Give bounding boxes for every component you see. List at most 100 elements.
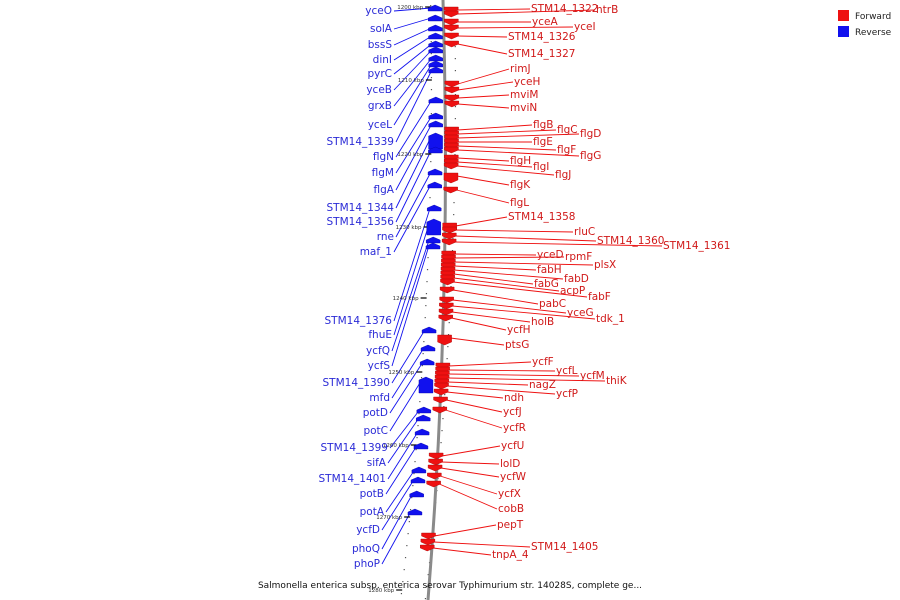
gene-label-flgA[interactable]: flgA <box>374 184 395 196</box>
gene-label-rne[interactable]: rne <box>377 231 394 243</box>
gene-label-ycfP[interactable]: ycfP <box>556 388 578 400</box>
gene-label-rimJ[interactable]: rimJ <box>510 63 531 75</box>
gene-label-ycfU[interactable]: ycfU <box>501 440 524 452</box>
feature-potB[interactable] <box>413 442 429 450</box>
gene-label-lolD[interactable]: lolD <box>500 458 520 470</box>
gene-label-yceG[interactable]: yceG <box>567 307 594 319</box>
feature-yceI[interactable] <box>444 24 459 32</box>
feature-ycfX[interactable] <box>427 472 442 480</box>
feature-bssS[interactable] <box>428 24 443 32</box>
feature-mviN[interactable] <box>444 100 460 108</box>
gene-label-potD[interactable]: potD <box>363 407 388 419</box>
gene-label-fhuE[interactable]: fhuE <box>368 329 392 341</box>
gene-label-flgD[interactable]: flgD <box>580 128 601 140</box>
feature-STM14_1360[interactable] <box>442 232 457 240</box>
feature-ycfS[interactable] <box>425 242 441 250</box>
gene-label-rpmF[interactable]: rpmF <box>565 251 592 263</box>
gene-label-yceA[interactable]: yceA <box>532 16 558 28</box>
feature-ycfJ[interactable] <box>433 396 448 404</box>
gene-label-htrB[interactable]: htrB <box>596 4 618 16</box>
gene-label-tdk_1[interactable]: tdk_1 <box>596 313 625 325</box>
gene-label-fabH[interactable]: fabH <box>537 264 562 276</box>
gene-label-flgE[interactable]: flgE <box>533 136 553 148</box>
gene-label-flgG[interactable]: flgG <box>580 150 601 162</box>
gene-label-mviM[interactable]: mviM <box>510 89 538 101</box>
feature-flgK[interactable] <box>443 172 459 184</box>
feature-htrB[interactable] <box>444 10 459 18</box>
feature-STM14_1399[interactable] <box>416 406 432 414</box>
gene-label-potA[interactable]: potA <box>360 506 385 518</box>
gene-label-STM14_1390[interactable]: STM14_1390 <box>323 377 390 389</box>
gene-label-fabF[interactable]: fabF <box>588 291 611 303</box>
gene-label-tnpA_4[interactable]: tnpA_4 <box>492 549 529 561</box>
gene-label-yceH[interactable]: yceH <box>514 76 540 88</box>
gene-label-yceB[interactable]: yceB <box>366 84 392 96</box>
gene-label-STM14_1358[interactable]: STM14_1358 <box>508 211 575 223</box>
gene-label-ycfR[interactable]: ycfR <box>503 422 526 434</box>
gene-label-potB[interactable]: potB <box>360 488 384 500</box>
feature-flgG[interactable] <box>444 146 459 154</box>
feature-flgA[interactable] <box>428 120 443 128</box>
feature-yceG[interactable] <box>439 296 454 304</box>
gene-label-nagZ[interactable]: nagZ <box>529 379 556 391</box>
legend-reverse[interactable]: Reverse <box>838 26 892 38</box>
gene-label-yceL[interactable]: yceL <box>368 119 392 131</box>
feature-yceB[interactable] <box>428 46 443 54</box>
feature-mfd[interactable] <box>420 344 436 352</box>
gene-label-fabG[interactable]: fabG <box>534 278 559 290</box>
gene-label-pabC[interactable]: pabC <box>539 298 566 310</box>
feature-STM14_1361[interactable] <box>441 238 457 246</box>
gene-label-ycfX[interactable]: ycfX <box>498 488 521 500</box>
feature-ndh[interactable] <box>433 388 449 396</box>
gene-label-flgB[interactable]: flgB <box>533 119 553 131</box>
feature-pepT[interactable] <box>421 532 436 540</box>
feature-yceA[interactable] <box>444 18 459 26</box>
feature-ycfU[interactable] <box>428 452 444 460</box>
feature-STM14_1344[interactable] <box>428 132 443 150</box>
gene-label-flgJ[interactable]: flgJ <box>555 169 571 181</box>
feature-flgJ[interactable] <box>443 162 459 170</box>
feature-fabF[interactable] <box>440 278 455 286</box>
feature-fhuE[interactable] <box>426 218 441 236</box>
gene-label-flgI[interactable]: flgI <box>533 161 549 173</box>
gene-label-phoQ[interactable]: phoQ <box>352 543 380 555</box>
feature-STM14_1326[interactable] <box>444 32 459 40</box>
feature-ycfQ[interactable] <box>425 236 441 244</box>
gene-label-yceD[interactable]: yceD <box>537 249 564 261</box>
feature-pabC[interactable] <box>439 286 455 294</box>
gene-label-sifA[interactable]: sifA <box>367 457 387 469</box>
feature-maf_1[interactable] <box>427 181 442 189</box>
feature-yceO[interactable] <box>427 4 443 12</box>
feature-solA[interactable] <box>428 14 443 22</box>
gene-label-ycfD[interactable]: ycfD <box>356 524 380 536</box>
feature-STM14_1339[interactable] <box>428 66 444 74</box>
gene-label-thiK[interactable]: thiK <box>606 375 628 387</box>
gene-label-ycfJ[interactable]: ycfJ <box>503 406 522 418</box>
gene-label-ycfL[interactable]: ycfL <box>556 365 578 377</box>
gene-label-flgM[interactable]: flgM <box>372 167 394 179</box>
gene-label-ycfS[interactable]: ycfS <box>368 360 391 372</box>
feature-phoP[interactable] <box>407 508 423 516</box>
feature-ycfH[interactable] <box>438 314 453 322</box>
gene-label-ycfW[interactable]: ycfW <box>500 471 527 483</box>
gene-label-solA[interactable]: solA <box>370 23 393 35</box>
feature-grxB[interactable] <box>428 54 443 62</box>
gene-label-pyrC[interactable]: pyrC <box>367 68 392 80</box>
feature-ycfW[interactable] <box>427 464 443 472</box>
feature-mviM[interactable] <box>444 94 460 102</box>
feature-flgM[interactable] <box>428 112 443 120</box>
gene-label-grxB[interactable]: grxB <box>368 100 392 112</box>
feature-tdk_1[interactable] <box>439 302 454 310</box>
feature-phoQ[interactable] <box>409 490 424 498</box>
gene-label-dinI[interactable]: dinI <box>373 54 392 66</box>
feature-STM14_1327[interactable] <box>444 40 459 48</box>
gene-label-pepT[interactable]: pepT <box>497 519 524 531</box>
gene-label-STM14_1401[interactable]: STM14_1401 <box>319 473 386 485</box>
gene-label-maf_1[interactable]: maf_1 <box>360 246 392 258</box>
feature-rimJ[interactable] <box>444 80 460 88</box>
gene-label-rluC[interactable]: rluC <box>574 226 595 238</box>
feature-holB[interactable] <box>438 308 454 316</box>
feature-potA[interactable] <box>411 466 427 474</box>
gene-label-ycfH[interactable]: ycfH <box>507 324 531 336</box>
gene-label-ycfF[interactable]: ycfF <box>532 356 554 368</box>
